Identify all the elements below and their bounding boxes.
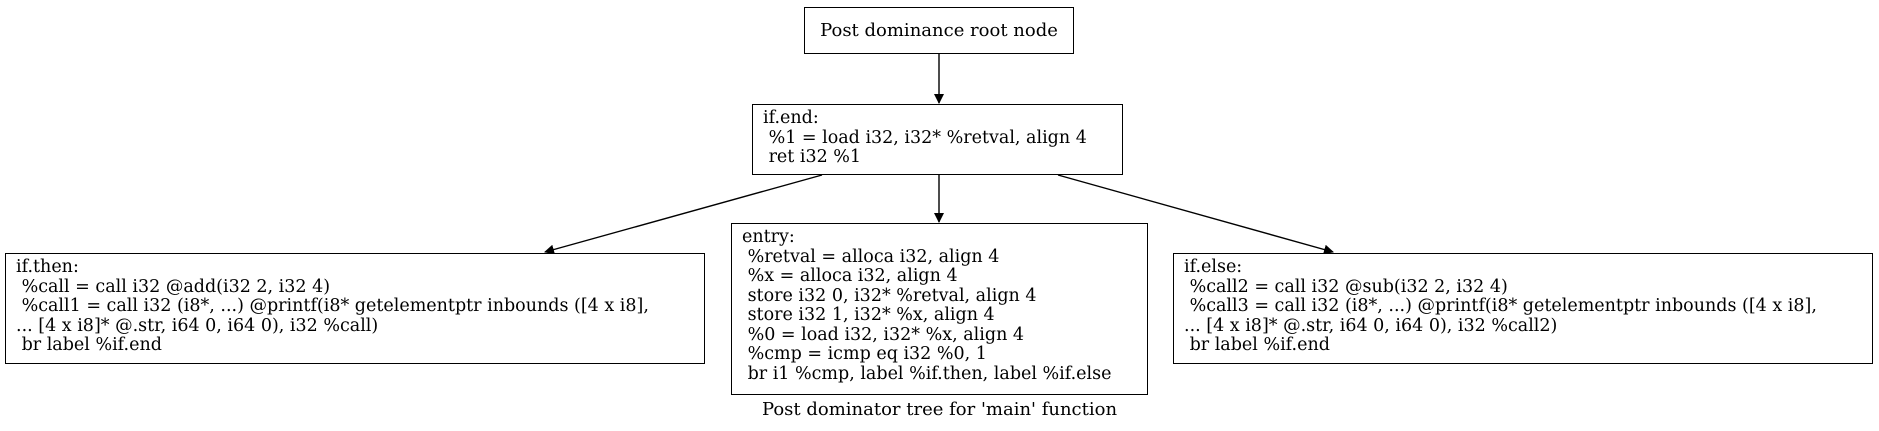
if-end-node: if.end: %1 = load i32, i32* %retval, ali…: [752, 104, 1123, 175]
if-else-line: ... [4 x i8]* @.str, i64 0, i64 0), i32 …: [1184, 315, 1558, 336]
if-end-line: ret i32 %1: [763, 147, 862, 167]
if-end-line: if.end:: [763, 108, 819, 128]
diagram-caption: Post dominator tree for 'main' function: [761, 399, 1118, 420]
if-then-line: %call1 = call i32 (i8*, ...) @printf(i8*…: [16, 296, 649, 316]
entry-line: %cmp = icmp eq i32 %0, 1: [742, 344, 987, 364]
if-then-node: if.then: %call = call i32 @add(i32 2, i3…: [5, 253, 705, 364]
if-else-node: if.else: %call2 = call i32 @sub(i32 2, i…: [1173, 253, 1873, 364]
root-node-label: Post dominance root node: [820, 20, 1058, 41]
if-then-line: if.then:: [16, 257, 79, 277]
entry-line: store i32 0, i32* %retval, align 4: [742, 285, 1037, 306]
if-then-line: ... [4 x i8]* @.str, i64 0, i64 0), i32 …: [16, 315, 379, 336]
entry-line: br i1 %cmp, label %if.then, label %if.el…: [742, 363, 1112, 384]
if-else-line: %call3 = call i32 (i8*, ...) @printf(i8*…: [1184, 296, 1817, 316]
if-else-line: if.else:: [1184, 257, 1243, 277]
if-else-line: br label %if.end: [1184, 335, 1330, 355]
if-then-line: br label %if.end: [16, 335, 162, 355]
if-then-line: %call = call i32 @add(i32 2, i32 4): [16, 276, 331, 297]
entry-line: entry:: [742, 227, 795, 247]
edge-if-end-to-if-then: [544, 174, 823, 255]
entry-node: entry: %retval = alloca i32, align 4 %x …: [731, 223, 1148, 395]
entry-line: %retval = alloca i32, align 4: [742, 246, 1000, 267]
if-else-line: %call2 = call i32 @sub(i32 2, i32 4): [1184, 276, 1508, 297]
if-end-line: %1 = load i32, i32* %retval, align 4: [763, 127, 1087, 148]
root-node: Post dominance root node: [804, 7, 1074, 54]
edge-if-end-to-if-else: [1057, 174, 1334, 255]
entry-line: %0 = load i32, i32* %x, align 4: [742, 324, 1025, 345]
entry-line: store i32 1, i32* %x, align 4: [742, 305, 995, 325]
entry-line: %x = alloca i32, align 4: [742, 266, 958, 286]
